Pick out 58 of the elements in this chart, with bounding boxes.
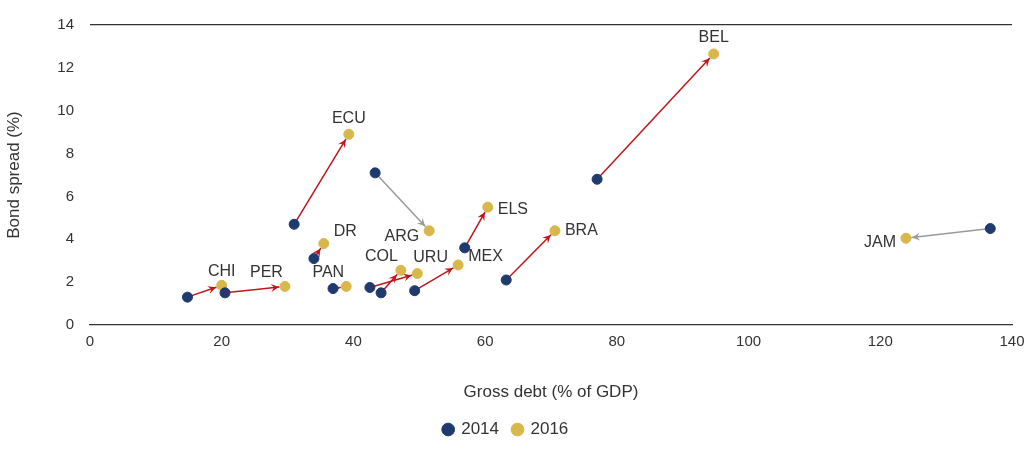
- point: [482, 201, 494, 213]
- annotation: MEX: [468, 247, 504, 265]
- y-tick-label: 2: [65, 272, 74, 290]
- y-tick-label: 14: [57, 15, 74, 33]
- point: [708, 48, 720, 60]
- x-axis-title: Gross debt (% of GDP): [463, 382, 639, 402]
- point: [369, 167, 381, 179]
- point: [375, 287, 387, 299]
- point: [327, 283, 339, 295]
- y-tick-label: 6: [65, 186, 74, 204]
- point: [549, 225, 561, 237]
- annotation: ELS: [497, 199, 529, 217]
- annotation: BRA: [564, 221, 599, 239]
- x-tick-label: 20: [213, 332, 231, 350]
- point: [308, 253, 320, 265]
- x-tick-label: 140: [999, 332, 1025, 350]
- point: [591, 173, 603, 185]
- point: [219, 287, 231, 299]
- annotation: BEL: [698, 28, 729, 46]
- annotation: PER: [250, 262, 283, 280]
- point: [288, 218, 300, 230]
- point: [318, 238, 330, 250]
- point: [279, 280, 291, 292]
- y-tick-label: 0: [65, 315, 74, 333]
- x-tick-label: 60: [476, 332, 494, 350]
- point: [984, 223, 996, 235]
- legend-label: 2016: [530, 419, 569, 439]
- y-tick-label: 10: [57, 100, 74, 118]
- y-tick-label: 4: [65, 229, 74, 247]
- point: [409, 285, 421, 297]
- annotation: ARG: [384, 227, 420, 245]
- point: [452, 259, 464, 271]
- annotation: URU: [413, 247, 448, 265]
- x-tick-label: 120: [867, 332, 893, 350]
- point: [500, 274, 512, 286]
- x-tick-label: 0: [85, 332, 95, 350]
- annotation: JAM: [863, 232, 896, 250]
- point: [181, 291, 193, 303]
- x-tick-label: 40: [345, 332, 362, 350]
- point: [411, 268, 423, 280]
- x-tick-label: 80: [608, 332, 626, 350]
- annotation: COL: [364, 246, 398, 264]
- legend-label: 2014: [461, 419, 500, 439]
- y-tick-label: 12: [57, 58, 74, 75]
- point: [364, 282, 376, 293]
- point: [395, 264, 407, 276]
- annotation: CHI: [207, 261, 236, 279]
- point: [343, 128, 355, 140]
- annotation: ECU: [331, 108, 366, 126]
- point: [423, 225, 435, 237]
- point: [900, 232, 912, 244]
- point: [459, 242, 471, 254]
- point: [340, 280, 352, 292]
- y-tick-label: 8: [65, 143, 74, 161]
- y-axis-title: Bond spread (%): [3, 111, 23, 239]
- x-tick-label: 100: [736, 332, 762, 350]
- annotation: DR: [333, 221, 357, 239]
- annotation: PAN: [312, 262, 345, 280]
